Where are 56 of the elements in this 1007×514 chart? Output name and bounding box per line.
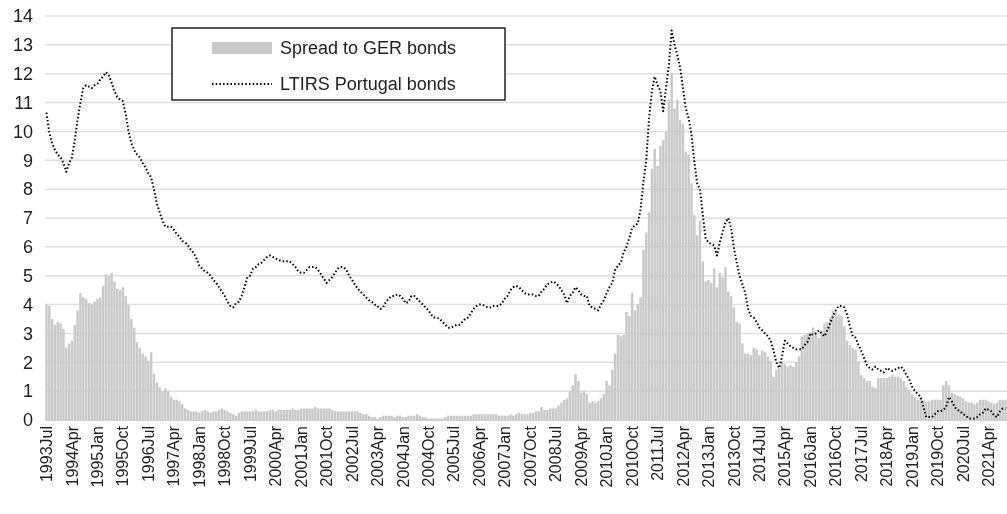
- x-tick-label: 2018Apr: [878, 425, 896, 487]
- y-tick-label: 1: [22, 381, 33, 402]
- x-tick-label: 2007Oct: [521, 425, 539, 487]
- legend-label: LTIRS Portugal bonds: [280, 74, 456, 95]
- y-tick-label: 7: [22, 208, 33, 229]
- y-tick-label: 14: [12, 6, 33, 27]
- x-tick-label: 2017Jul: [852, 426, 870, 483]
- y-tick-label: 3: [22, 323, 33, 344]
- x-tick-label: 2004Jan: [394, 426, 412, 488]
- x-tick-label: 1997Apr: [165, 425, 183, 487]
- x-tick-label: 1993Jul: [38, 426, 56, 483]
- x-tick-label: 2019Jan: [903, 426, 921, 488]
- x-tick-label: 2011Jul: [649, 426, 667, 481]
- x-tick-label: 2004Oct: [420, 425, 437, 487]
- y-tick-label: 6: [22, 237, 33, 258]
- x-tick-label: 2010Oct: [623, 425, 641, 487]
- y-tick-label: 10: [12, 121, 33, 142]
- line-series: [45, 29, 1007, 420]
- x-tick-label: 1998Jan: [190, 426, 208, 488]
- x-tick-label: 2012Apr: [674, 425, 692, 487]
- x-tick-label: 2020Jul: [954, 426, 972, 483]
- x-tick-label: 2013Jan: [700, 426, 718, 488]
- x-tick-label: 2002Jul: [343, 426, 361, 483]
- y-tick-label: 9: [22, 150, 33, 171]
- x-tick-label: 2006Apr: [470, 425, 488, 487]
- x-tick-label: 2001Oct: [318, 425, 336, 487]
- x-tick-label: 2013Oct: [725, 425, 743, 487]
- x-tick-label: 1995Jan: [89, 426, 107, 488]
- y-tick-label: 13: [12, 35, 33, 56]
- x-tick-label: 2016Jan: [801, 426, 819, 488]
- x-tick-label: 2019Oct: [929, 425, 947, 487]
- y-tick-label: 12: [12, 63, 33, 84]
- y-tick-label: 11: [14, 92, 33, 113]
- x-tick-label: 2005Jul: [445, 426, 463, 483]
- y-tick-label: 8: [22, 179, 33, 200]
- x-tick-label: 1998Oct: [216, 425, 234, 487]
- x-tick-label: 2014Jul: [750, 426, 768, 483]
- x-tick-label: 2001Jan: [292, 426, 310, 488]
- x-tick-label: 2000Apr: [267, 425, 285, 487]
- x-tick-label: 2015Apr: [776, 425, 794, 487]
- x-tick-label: 2010Jan: [598, 426, 616, 488]
- x-tick-label: 1999Jul: [241, 426, 259, 483]
- y-tick-label: 2: [22, 352, 33, 373]
- legend-label: Spread to GER bonds: [280, 38, 457, 59]
- x-tick-label: 2008Jul: [547, 426, 565, 483]
- y-tick-label: 4: [22, 294, 33, 315]
- x-tick-label: 2016Oct: [827, 425, 845, 487]
- x-tick-label: 1994Apr: [63, 425, 81, 487]
- x-tick-label: 2003Apr: [369, 425, 387, 487]
- x-tick-label: 2009Apr: [572, 425, 590, 487]
- y-tick-label: 0: [22, 410, 33, 431]
- x-tick-label: 2021Apr: [980, 425, 998, 487]
- x-tick-label: 1995Oct: [114, 425, 132, 487]
- x-tick-label: 2007Jan: [496, 426, 514, 488]
- y-tick-label: 5: [22, 265, 33, 286]
- x-tick-label: 1996Jul: [139, 426, 157, 483]
